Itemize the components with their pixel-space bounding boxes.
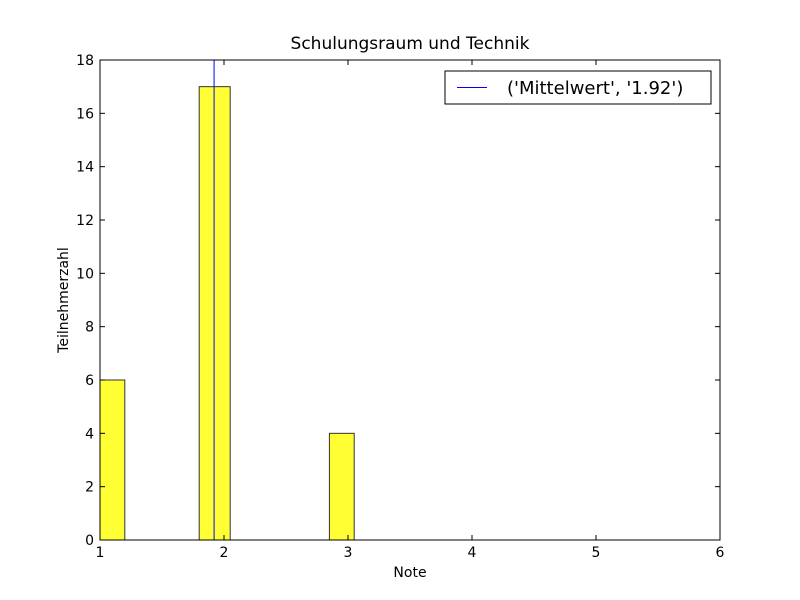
chart-title: Schulungsraum und Technik	[291, 34, 530, 54]
x-tick-label: 5	[592, 545, 601, 561]
x-axis-label: Note	[393, 565, 426, 581]
histogram-bar-2	[198, 86, 231, 541]
x-tick-label: 2	[220, 545, 229, 561]
plot-frame	[99, 59, 721, 541]
y-tick-label: 14	[76, 160, 94, 176]
x-tick-label: 6	[716, 545, 725, 561]
y-tick-label: 10	[76, 266, 94, 282]
y-tick-label: 12	[76, 213, 94, 229]
x-tick-label: 4	[468, 545, 477, 561]
x-tick-label: 3	[344, 545, 353, 561]
y-tick-label: 8	[85, 320, 94, 336]
legend-box	[444, 70, 712, 105]
y-tick-label: 4	[85, 426, 94, 442]
histogram-bar-3	[328, 432, 355, 541]
y-tick-label: 6	[85, 373, 94, 389]
y-axis-label: Teilnehmerzahl	[56, 247, 72, 354]
histogram-bar-1	[99, 379, 126, 541]
y-tick-label: 16	[76, 106, 94, 122]
y-tick-label: 18	[76, 53, 94, 69]
legend-label: ('Mittelwert', '1.92')	[507, 78, 683, 99]
x-tick-label: 1	[96, 545, 105, 561]
y-tick-label: 2	[85, 480, 94, 496]
y-tick-label: 0	[85, 533, 94, 549]
